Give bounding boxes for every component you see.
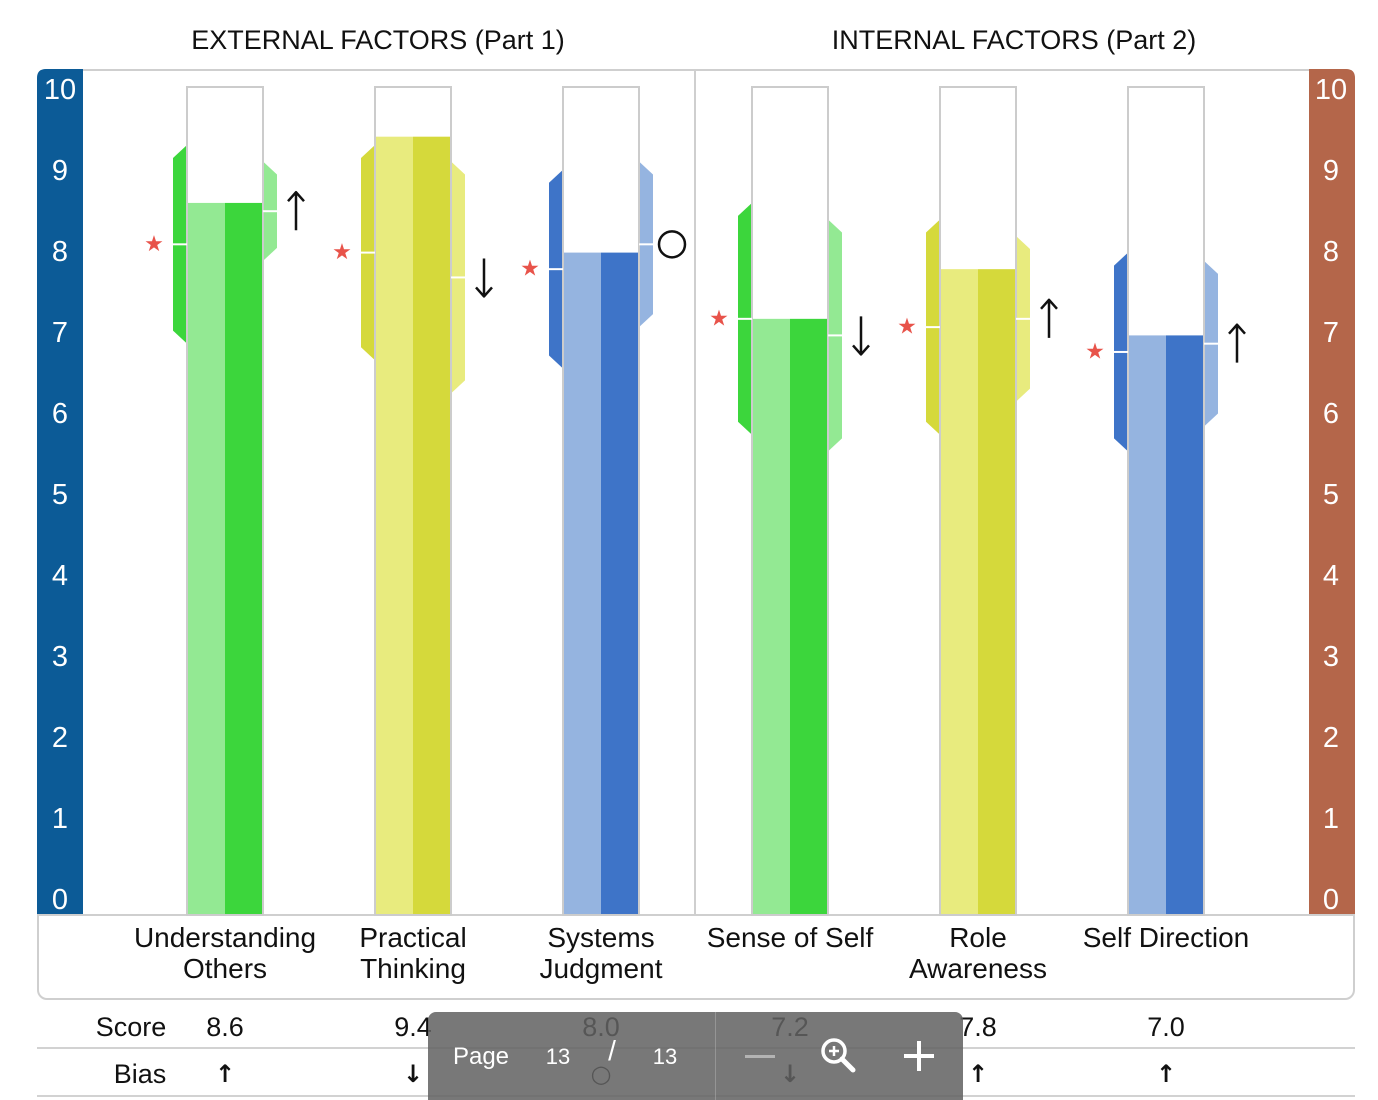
bias-marker-circle — [657, 230, 687, 259]
bias-value: ↑ — [214, 1060, 236, 1088]
left-axis-band — [37, 69, 83, 915]
right-axis-tick-label: 2 — [1323, 722, 1339, 754]
category-label: Systems Judgment — [539, 922, 663, 984]
right-axis-tick-label: 1 — [1323, 803, 1339, 835]
left-axis-tick-label: 0 — [52, 884, 68, 916]
bar-right-half — [790, 318, 827, 915]
left-axis-tick-label: 3 — [52, 641, 68, 673]
category-label: Role Awareness — [908, 922, 1047, 984]
right-axis-tick-label: 5 — [1323, 479, 1339, 511]
category-label: Sense of Self — [706, 922, 874, 953]
bias-value: ↓ — [402, 1060, 424, 1088]
right-axis-tick-label: 3 — [1323, 641, 1339, 673]
category-label: Understanding Others — [133, 922, 317, 984]
zoom-in-magnifier-icon — [821, 1038, 856, 1073]
score-value: 9.4 — [394, 1012, 432, 1042]
left-axis-tick-label: 4 — [52, 560, 68, 592]
bar-left-half — [564, 252, 601, 915]
minus-icon — [745, 1055, 775, 1058]
star-marker: ★ — [144, 232, 164, 257]
current-page-input[interactable]: 13 — [545, 1044, 571, 1069]
left-axis-tick-label: 1 — [52, 803, 68, 835]
star-marker: ★ — [520, 257, 540, 282]
star-marker: ★ — [1085, 339, 1105, 364]
pdf-viewer-toolbar: Page 13 / 13 — [428, 1012, 963, 1100]
right-axis-tick-label: 7 — [1323, 317, 1339, 349]
right-axis-band — [1309, 69, 1355, 915]
bar-right-half — [413, 136, 450, 914]
right-axis-tick-label: 10 — [1315, 74, 1347, 106]
bar-left-half — [1129, 335, 1166, 914]
zoom-out-button[interactable] — [738, 1034, 782, 1078]
page-separator: / — [608, 1035, 616, 1066]
score-row-label: Score — [95, 1012, 167, 1042]
left-axis-tick-label: 7 — [52, 317, 68, 349]
bias-value: ↑ — [1155, 1060, 1177, 1088]
bias-marker-arrow-up — [1040, 298, 1058, 338]
bar-left-half — [188, 202, 225, 915]
score-value: 7.0 — [1147, 1012, 1185, 1042]
category-label: Self Direction — [1082, 922, 1250, 953]
bias-value: ↑ — [967, 1060, 989, 1088]
bias-marker-arrow-down — [475, 258, 493, 298]
left-axis-tick-label: 8 — [52, 236, 68, 268]
bar-right-half — [978, 269, 1015, 914]
bias-marker-arrow-down — [852, 316, 870, 356]
category-label: Practical Thinking — [359, 922, 467, 984]
bar-left-half — [376, 136, 413, 914]
star-marker: ★ — [332, 240, 352, 265]
left-axis-tick-label: 9 — [52, 155, 68, 187]
bias-marker-arrow-up — [1228, 323, 1246, 363]
right-axis-tick-label: 8 — [1323, 236, 1339, 268]
bar-right-half — [225, 202, 262, 915]
bar-right-half — [601, 252, 638, 915]
score-value: 7.8 — [959, 1012, 997, 1042]
right-axis-tick-label: 9 — [1323, 155, 1339, 187]
total-pages: 13 — [652, 1044, 678, 1069]
right-axis-tick-label: 0 — [1323, 884, 1339, 916]
left-axis-tick-label: 5 — [52, 479, 68, 511]
left-axis-tick-label: 2 — [52, 722, 68, 754]
zoom-button[interactable] — [816, 1034, 860, 1078]
page-label: Page — [452, 1043, 510, 1070]
left-axis-tick-label: 10 — [44, 74, 76, 106]
star-marker: ★ — [897, 315, 917, 340]
right-axis-tick-label: 6 — [1323, 398, 1339, 430]
score-value: 8.6 — [206, 1012, 244, 1042]
star-marker: ★ — [709, 306, 729, 331]
internal-factors-heading: INTERNAL FACTORS (Part 2) — [831, 25, 1197, 55]
toolbar-divider — [715, 1012, 716, 1100]
external-factors-heading: EXTERNAL FACTORS (Part 1) — [191, 25, 565, 55]
zoom-in-button[interactable] — [897, 1034, 941, 1078]
bias-row-label: Bias — [113, 1059, 167, 1089]
left-axis-tick-label: 6 — [52, 398, 68, 430]
bar-left-half — [941, 269, 978, 914]
bar-right-half — [1166, 335, 1203, 914]
bias-marker-arrow-up — [287, 190, 305, 231]
bar-left-half — [753, 318, 790, 915]
right-axis-tick-label: 4 — [1323, 560, 1339, 592]
